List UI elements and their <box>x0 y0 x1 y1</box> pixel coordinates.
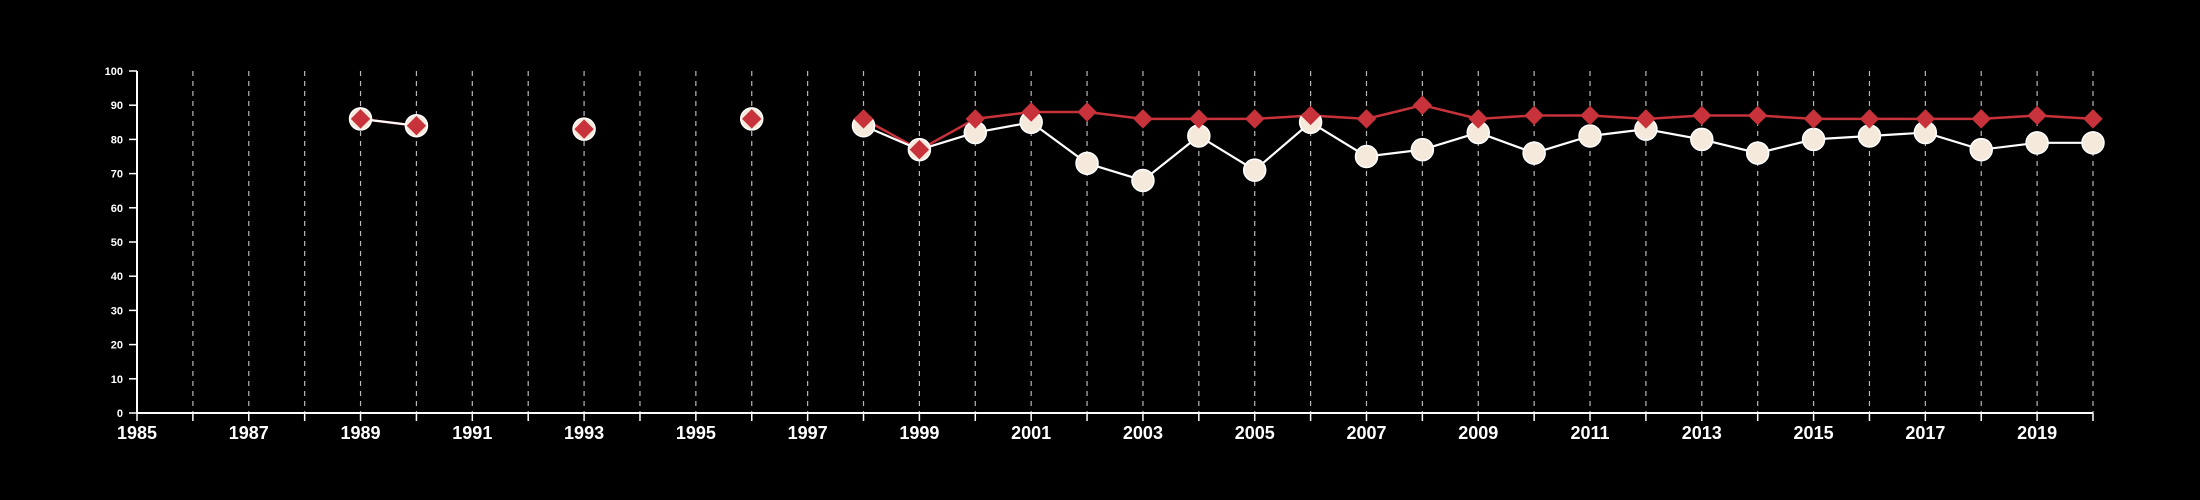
red-diamond-point <box>853 109 874 129</box>
x-tick-label: 1989 <box>341 423 381 443</box>
white-circle-point <box>1522 141 1546 165</box>
red-diamond-point <box>1300 105 1321 126</box>
white-circle-point <box>1242 158 1267 182</box>
x-tick-label: 2011 <box>1570 423 1609 443</box>
x-tick-label: 2019 <box>2017 423 2057 443</box>
red-diamond-point <box>2027 105 2047 126</box>
red-diamond-point <box>1971 109 1991 129</box>
white-circle-point <box>1354 144 1379 169</box>
red-diamond-point <box>1859 109 1880 129</box>
red-diamond-point <box>2083 109 2103 129</box>
y-tick-label: 40 <box>111 271 123 283</box>
white-circle-point <box>1690 127 1714 152</box>
white-circle-point <box>2025 131 2049 155</box>
red-diamond-point <box>1692 105 1712 126</box>
y-tick-label: 70 <box>111 169 123 181</box>
white-circle-point <box>1075 151 1099 176</box>
x-tick-label: 2013 <box>1682 423 1722 443</box>
white-circle-point <box>1578 124 1602 148</box>
x-tick-label: 2001 <box>1011 423 1051 443</box>
red-diamond-point <box>909 139 930 160</box>
y-tick-label: 50 <box>111 237 123 249</box>
x-tick-label: 1987 <box>229 423 269 443</box>
red-diamond-point <box>1245 109 1265 129</box>
y-tick-label: 100 <box>105 66 123 78</box>
red-diamond-point <box>1412 95 1433 115</box>
y-tick-label: 30 <box>111 305 123 317</box>
x-tick-label: 1985 <box>117 423 157 443</box>
y-tick-label: 80 <box>111 134 123 146</box>
white-circle-point <box>1410 137 1435 162</box>
red-diamond-point <box>1133 109 1153 129</box>
red-diamond-point <box>1021 102 1041 122</box>
y-tick-label: 60 <box>111 203 123 215</box>
red-diamond-point <box>350 109 371 129</box>
red-diamond-point <box>1524 105 1544 126</box>
red-diamond-point <box>1580 105 1600 126</box>
red-diamond-point <box>1803 109 1824 129</box>
y-tick-label: 0 <box>117 408 123 420</box>
white-circle-point <box>2081 131 2105 155</box>
x-tick-label: 2003 <box>1123 423 1163 443</box>
red-diamond-point <box>742 109 762 129</box>
x-tick-label: 1993 <box>564 423 604 443</box>
grid-lines <box>192 71 2094 413</box>
x-tick-label: 2017 <box>1905 423 1945 443</box>
red-diamond-point <box>1468 109 1488 129</box>
red-diamond-point <box>1915 109 1936 129</box>
axes: 0 10 20 30 40 50 60 70 80 90 100 1985 1987 1989 1991 19… <box>105 66 2094 443</box>
red-diamond-point <box>406 116 427 136</box>
red-diamond-point <box>1356 109 1377 129</box>
red-diamond-point <box>965 109 985 129</box>
red-diamond-point <box>1077 102 1097 122</box>
x-tick-label: 2015 <box>1794 423 1834 443</box>
y-tick-label: 10 <box>111 374 123 386</box>
red-diamond-point <box>1747 105 1768 126</box>
white-circle-point <box>1969 137 1993 162</box>
y-tick-label: 90 <box>111 100 123 112</box>
x-tick-label: 2005 <box>1235 423 1275 443</box>
x-tick-label: 1997 <box>788 423 828 443</box>
white-circle-point <box>1745 141 1770 165</box>
white-circle-point <box>1131 168 1155 193</box>
data-series <box>348 95 2105 193</box>
red-diamond-point <box>1189 109 1209 129</box>
y-tick-label: 20 <box>111 340 123 352</box>
x-tick-label: 2007 <box>1346 423 1386 443</box>
x-tick-label: 1999 <box>899 423 939 443</box>
x-tick-label: 2009 <box>1458 423 1498 443</box>
x-tick-label: 1995 <box>676 423 716 443</box>
red-diamond-point <box>574 119 594 139</box>
x-tick-label: 1991 <box>452 423 492 443</box>
red-diamond-point <box>1636 109 1656 129</box>
white-circle-point <box>1801 127 1826 152</box>
